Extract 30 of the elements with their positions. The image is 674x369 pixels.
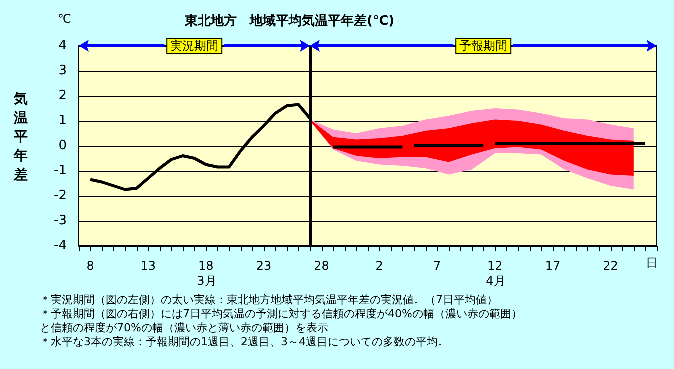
y-tick-label: 0 [58, 138, 67, 154]
text: 日 [646, 256, 658, 270]
x-tick-label: 18 [198, 259, 214, 273]
x-tick-label: 22 [603, 259, 618, 273]
chart-title: 東北地方 地域平均気温平年差(℃) [184, 13, 395, 29]
y-axis-title: 気温平年差 [13, 92, 28, 184]
y-tick-label: 3 [58, 64, 67, 78]
y-tick-label: 1 [58, 114, 67, 128]
text: ℃ [58, 12, 72, 26]
x-tick-label: 13 [140, 259, 156, 273]
annotation: 実況期間 [170, 39, 219, 53]
annotation: 予報期間 [460, 39, 508, 53]
y-tick-label: -4 [54, 238, 67, 254]
text: 4月 [486, 274, 506, 288]
y-tick-label: -2 [54, 188, 67, 204]
x-tick-label: 28 [314, 259, 330, 273]
y-tick-label: -1 [54, 164, 67, 178]
text: 3月 [197, 274, 217, 288]
y-tick-label: 4 [58, 38, 67, 54]
y-tick-label: -3 [54, 214, 67, 228]
x-tick-label: 23 [256, 259, 272, 273]
x-tick-label: 2 [376, 259, 384, 273]
x-tick-label: 7 [434, 259, 442, 273]
x-tick-label: 17 [545, 259, 561, 273]
text: ＊水平な3本の実線：予報期間の1週目、2週目、3～4週目についての多数の平均。 [40, 336, 449, 348]
text: ＊実況期間（図の左側）の太い実線：東北地方地域平均気温平年差の実況値。（7日平均値） [40, 294, 498, 306]
text: ＊予報期間（図の右側）には7日平均気温の予測に対する信頼の程度が40%の幅（濃い赤の範囲）と信頼の程度が70%の幅（濃い赤と薄い赤の範囲）を表示 [40, 308, 522, 334]
y-tick-label: 2 [58, 88, 67, 104]
x-tick-label: 8 [86, 259, 94, 273]
x-tick-label: 12 [488, 259, 503, 273]
